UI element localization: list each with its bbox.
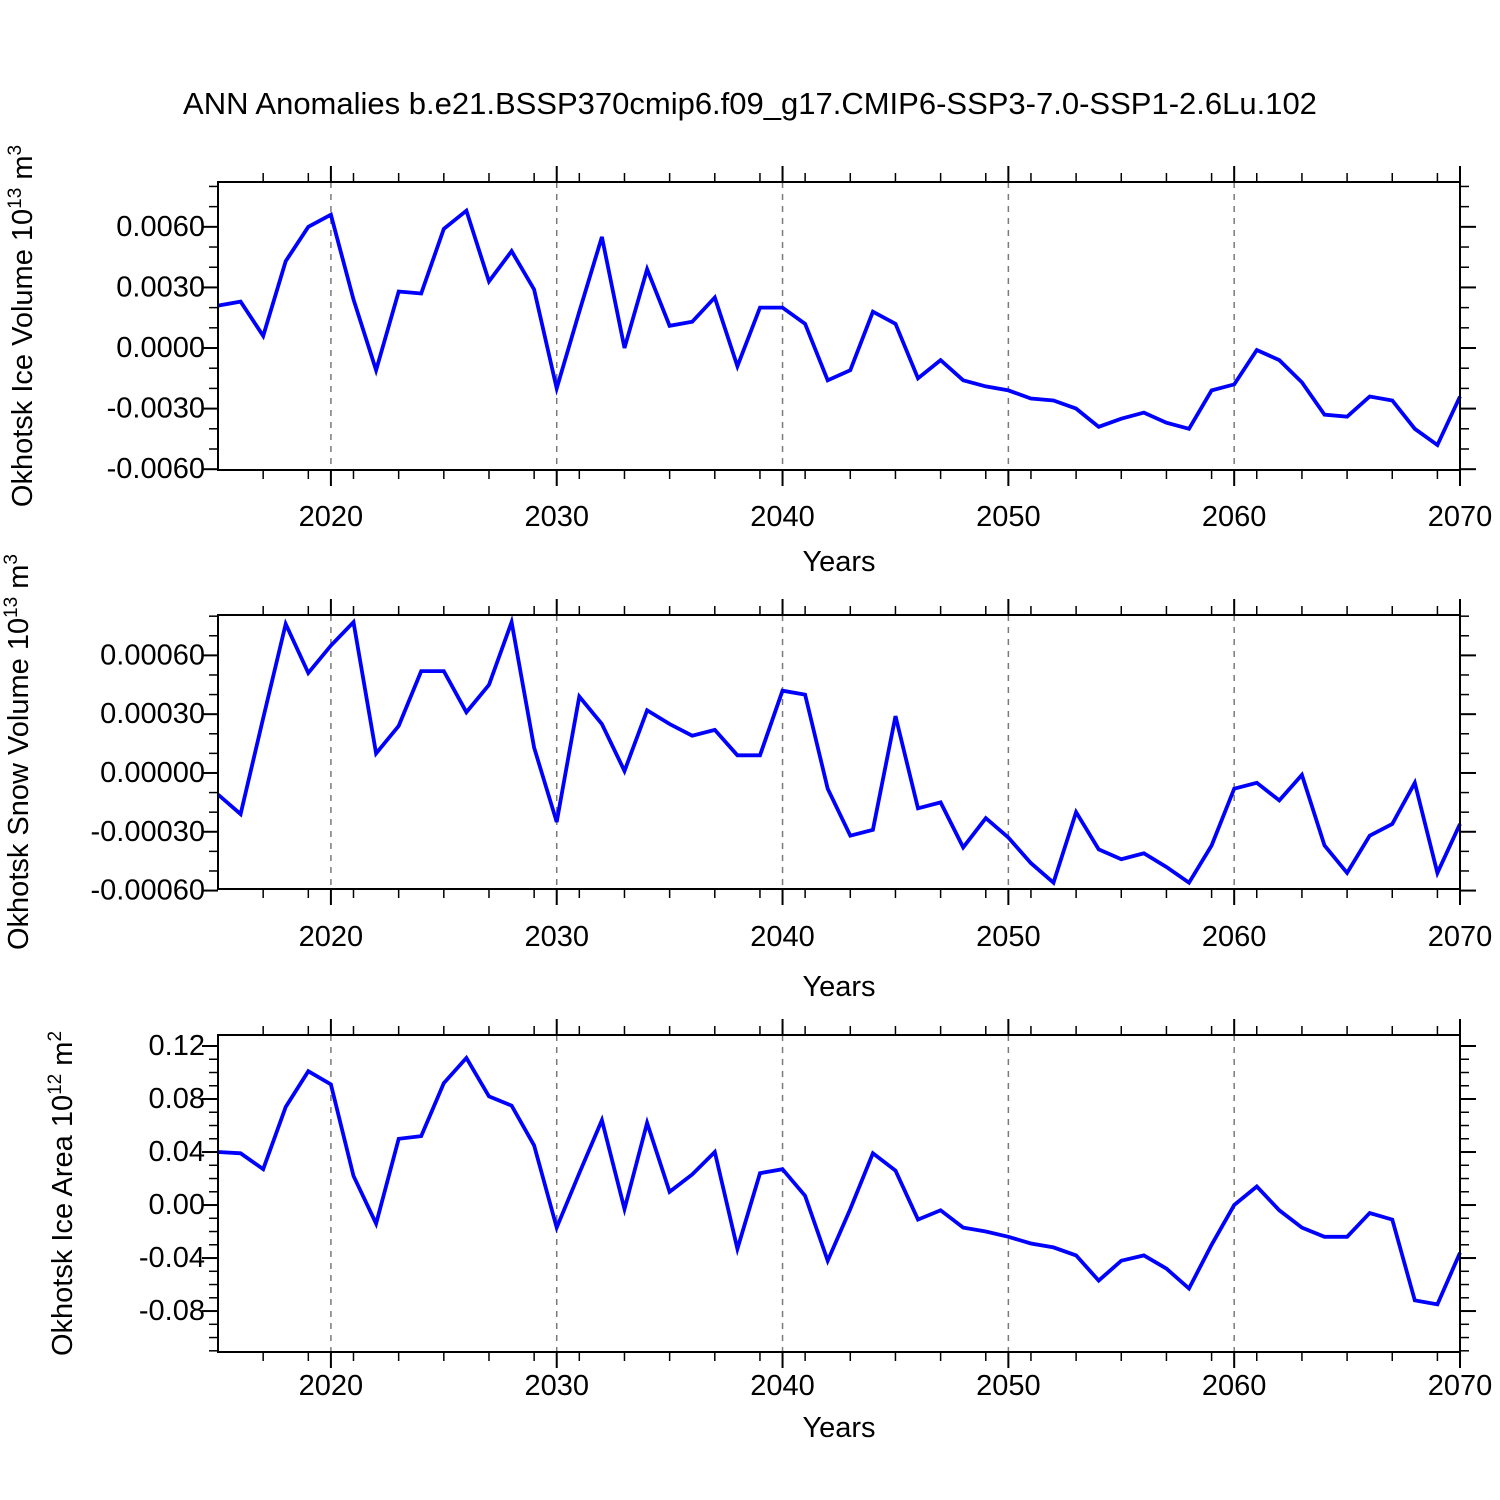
gridlines — [330, 615, 1235, 889]
gridlines — [330, 182, 1235, 470]
x-tick-label: 2060 — [1202, 501, 1267, 533]
x-axis-title: Years — [802, 1412, 875, 1444]
x-tick-label: 2020 — [299, 501, 364, 533]
y-tick-label: -0.08 — [139, 1295, 205, 1327]
x-tick-label: 2040 — [750, 1370, 815, 1402]
tick-marks — [202, 599, 1476, 905]
y-axis-title: Okhotsk Snow Volume 1013 m3 — [1, 554, 35, 950]
y-tick-label: -0.04 — [139, 1242, 205, 1274]
y-axis-title: Okhotsk Ice Area 1012 m2 — [45, 1031, 79, 1356]
y-tick-label: 0.0030 — [116, 271, 205, 303]
panel-frame — [217, 1034, 1461, 1353]
panel-frame — [217, 614, 1461, 890]
y-tick-label: 0.04 — [149, 1136, 205, 1168]
x-tick-label: 2030 — [524, 1370, 589, 1402]
y-tick-label: -0.00060 — [91, 875, 206, 907]
x-axis-title: Years — [802, 971, 875, 1003]
y-tick-label: 0.12 — [149, 1030, 205, 1062]
chart-title: ANN Anomalies b.e21.BSSP370cmip6.f09_g17… — [183, 86, 1317, 121]
x-axis-title: Years — [802, 546, 875, 578]
gridlines — [330, 1035, 1235, 1352]
y-tick-label: 0.00060 — [100, 639, 205, 671]
panel-frame — [217, 181, 1461, 471]
x-tick-label: 2030 — [524, 921, 589, 953]
x-tick-label: 2030 — [524, 501, 589, 533]
y-tick-label: -0.0030 — [107, 393, 205, 425]
y-tick-label: 0.00000 — [100, 757, 205, 789]
series-line-snow-volume — [216, 614, 1462, 887]
x-tick-label: 2050 — [976, 501, 1041, 533]
tick-marks — [202, 1019, 1476, 1368]
x-tick-label: 2060 — [1202, 921, 1267, 953]
x-tick-label: 2040 — [750, 921, 815, 953]
x-tick-label: 2020 — [299, 921, 364, 953]
y-tick-label: 0.08 — [149, 1083, 205, 1115]
x-tick-label: 2040 — [750, 501, 815, 533]
series-line-ice-volume — [217, 207, 1462, 448]
x-tick-label: 2070 — [1428, 501, 1493, 533]
panel-ice-area: 0.12 0.08 0.04 0.00 -0.04 -0.08 2020 2030 2040 20… — [45, 1019, 1492, 1444]
panel-snow-volume: 0.00060 0.00030 0.00000 -0.00030 -0.00060 202… — [1, 554, 1492, 1003]
panel-ice-volume: 0.0060 0.0030 0.0000 -0.0030 -0.0060 2020 2030… — [5, 145, 1492, 578]
x-tick-label: 2050 — [976, 1370, 1041, 1402]
x-tick-label: 2050 — [976, 921, 1041, 953]
x-tick-label: 2070 — [1428, 921, 1493, 953]
y-tick-label: -0.0060 — [107, 453, 205, 485]
series-line-ice-area — [217, 1054, 1462, 1307]
x-tick-label: 2060 — [1202, 1370, 1267, 1402]
y-tick-label: 0.00030 — [100, 698, 205, 730]
y-axis-title: Okhotsk Ice Volume 1013 m3 — [5, 145, 39, 507]
y-tick-label: 0.0000 — [116, 332, 205, 364]
y-tick-label: 0.00 — [149, 1189, 205, 1221]
x-tick-label: 2020 — [299, 1370, 364, 1402]
tick-marks — [202, 166, 1476, 486]
y-tick-label: 0.0060 — [116, 211, 205, 243]
y-tick-label: -0.00030 — [91, 816, 206, 848]
x-tick-label: 2070 — [1428, 1370, 1493, 1402]
